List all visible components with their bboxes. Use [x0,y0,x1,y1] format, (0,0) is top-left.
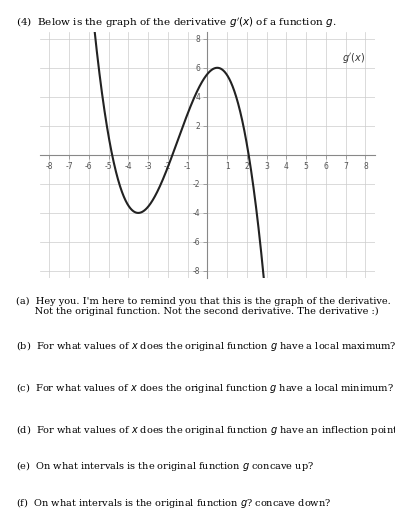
Text: Not the original function. Not the second derivative. The derivative :): Not the original function. Not the secon… [16,307,378,316]
Text: (f)  On what intervals is the original function $g$? concave down?: (f) On what intervals is the original fu… [16,496,331,510]
Text: (c)  For what values of $x$ does the original function $g$ have a local minimum?: (c) For what values of $x$ does the orig… [16,381,394,395]
Text: (b)  For what values of $x$ does the original function $g$ have a local maximum?: (b) For what values of $x$ does the orig… [16,339,395,353]
Text: (a)  Hey you. I'm here to remind you that this is the graph of the derivative.: (a) Hey you. I'm here to remind you that… [16,297,391,306]
Text: (d)  For what values of $x$ does the original function $g$ have an inflection po: (d) For what values of $x$ does the orig… [16,423,395,437]
Text: $g'(x)$: $g'(x)$ [342,51,365,65]
Text: (4)  Below is the graph of the derivative $g'(x)$ of a function $g$.: (4) Below is the graph of the derivative… [16,16,336,30]
Text: (e)  On what intervals is the original function $g$ concave up?: (e) On what intervals is the original fu… [16,459,314,474]
